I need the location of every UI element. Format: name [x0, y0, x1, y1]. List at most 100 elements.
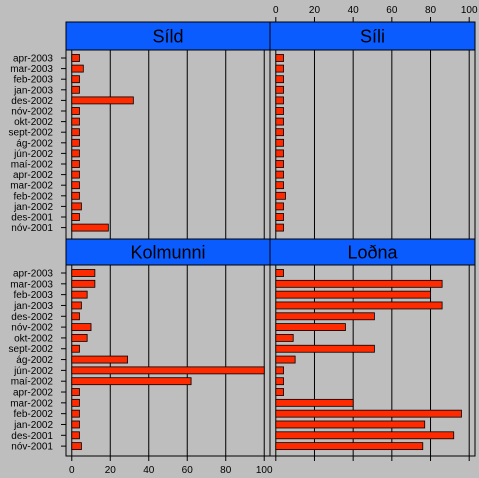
y-tick-label-mar-2003: mar-2003	[10, 64, 53, 75]
bar-s-ld-apr-2003	[71, 54, 80, 62]
bar-s-ld-des-2002	[71, 96, 134, 105]
bar-lo-na-mar-2002	[275, 398, 354, 407]
bar-kolmunni-nóv-2002	[71, 323, 92, 332]
bar-kolmunni-apr-2002	[71, 388, 80, 396]
bar-s-li-feb-2003	[275, 75, 284, 84]
bar-s-ld-jan-2003	[71, 85, 80, 94]
bar-lo-na-mar-2003	[275, 279, 443, 288]
strip-label-s-li: Síli	[360, 27, 385, 47]
bar-kolmunni-maí-2002	[71, 377, 192, 386]
bar-lo-na-nóv-2001	[275, 442, 424, 451]
panel-border-lo-na	[269, 238, 476, 457]
y-tick-label-apr-2003: apr-2003	[13, 54, 53, 65]
x-tick-label-top-0: 0	[273, 5, 279, 16]
strip-label-s-ld: Síld	[152, 27, 183, 47]
bar-s-ld-jan-2002	[71, 202, 82, 211]
y-tick-label-des-2001: des-2001	[11, 431, 53, 442]
x-tick-label-top-60: 60	[386, 5, 398, 16]
bar-s-li-apr-2002	[275, 170, 284, 179]
bar-s-ld-jún-2002	[71, 149, 80, 158]
y-tick-label-sept-2002: sept-2002	[9, 344, 54, 355]
bar-s-ld-ág-2002	[71, 138, 80, 147]
x-tick-label-bottom-100: 100	[256, 465, 273, 476]
y-tick-label-mar-2002: mar-2002	[10, 181, 53, 192]
x-tick-label-top-80: 80	[425, 5, 437, 16]
y-tick-label-mar-2002: mar-2002	[10, 398, 53, 409]
bar-kolmunni-feb-2002	[71, 409, 80, 418]
y-tick-label-des-2001: des-2001	[11, 213, 53, 224]
strip-label-kolmunni: Kolmunni	[130, 243, 205, 263]
y-tick-label-okt-2002: okt-2002	[14, 333, 53, 344]
bar-s-ld-feb-2002	[71, 191, 80, 200]
bar-kolmunni-okt-2002	[71, 334, 88, 342]
bar-s-ld-okt-2002	[71, 117, 80, 126]
y-tick-label-feb-2003: feb-2003	[14, 75, 54, 86]
panel-background-s-ld	[66, 50, 270, 239]
strip-s-ld	[65, 21, 271, 51]
bar-s-ld-maí-2002	[71, 160, 80, 168]
y-tick-label-maí-2002: maí-2002	[11, 160, 54, 171]
bar-lo-na-apr-2002	[275, 388, 284, 396]
y-tick-label-ág-2002: ág-2002	[16, 138, 53, 149]
y-tick-label-nóv-2002: nóv-2002	[11, 323, 53, 334]
bar-kolmunni-nóv-2001	[71, 442, 82, 451]
bar-kolmunni-jan-2003	[71, 301, 82, 310]
bar-s-li-ág-2002	[275, 138, 284, 147]
bar-s-li-des-2001	[275, 213, 284, 221]
y-tick-label-des-2002: des-2002	[11, 312, 53, 323]
bar-s-ld-mar-2003	[71, 64, 84, 73]
y-tick-label-jan-2003: jan-2003	[13, 85, 53, 96]
strip-label-lo-na: Loðna	[347, 243, 398, 263]
y-tick-label-apr-2003: apr-2003	[13, 269, 53, 280]
bar-lo-na-des-2002	[275, 312, 375, 321]
bar-lo-na-nóv-2002	[275, 323, 346, 332]
bar-lo-na-jan-2002	[275, 420, 426, 429]
x-tick-label-bottom-40: 40	[143, 465, 155, 476]
x-tick-label-bottom-0: 0	[69, 465, 75, 476]
y-tick-label-jan-2003: jan-2003	[13, 301, 53, 312]
bar-lo-na-jún-2002	[275, 366, 284, 375]
bar-kolmunni-sept-2002	[71, 344, 80, 353]
bar-lo-na-maí-2002	[275, 377, 284, 386]
bar-lo-na-okt-2002	[275, 334, 294, 342]
bar-s-li-jún-2002	[275, 149, 284, 158]
y-tick-label-feb-2003: feb-2003	[14, 290, 54, 301]
strip-kolmunni	[65, 238, 271, 266]
bar-lo-na-jan-2003	[275, 301, 443, 310]
y-tick-label-feb-2002: feb-2002	[14, 191, 54, 202]
bar-kolmunni-feb-2003	[71, 290, 88, 299]
bar-kolmunni-mar-2003	[71, 279, 96, 288]
bar-s-li-sept-2002	[275, 128, 284, 137]
bar-kolmunni-jan-2002	[71, 420, 80, 429]
x-tick-label-top-20: 20	[309, 5, 321, 16]
bar-s-ld-feb-2003	[71, 75, 80, 84]
bar-s-li-jan-2003	[275, 85, 284, 94]
y-tick-label-feb-2002: feb-2002	[14, 409, 54, 420]
x-tick-label-bottom-80: 80	[220, 465, 232, 476]
panel-background-s-li	[270, 50, 475, 239]
bar-s-li-maí-2002	[275, 160, 284, 168]
bar-s-li-nóv-2001	[275, 223, 284, 232]
bar-kolmunni-des-2001	[71, 431, 80, 440]
x-tick-label-top-40: 40	[348, 5, 360, 16]
y-tick-label-nóv-2001: nóv-2001	[11, 442, 53, 453]
y-tick-label-des-2002: des-2002	[11, 96, 53, 107]
bar-s-li-jan-2002	[275, 202, 284, 211]
bar-s-li-des-2002	[275, 96, 284, 105]
bar-s-li-okt-2002	[275, 117, 284, 126]
bar-kolmunni-mar-2002	[71, 398, 80, 407]
bar-kolmunni-jún-2002	[71, 366, 265, 375]
bar-lo-na-feb-2002	[275, 409, 462, 418]
y-tick-label-mar-2003: mar-2003	[10, 279, 53, 290]
bar-kolmunni-des-2002	[71, 312, 80, 321]
y-tick-label-jún-2002: jún-2002	[13, 149, 53, 160]
y-tick-label-sept-2002: sept-2002	[9, 128, 54, 139]
bar-s-li-apr-2003	[275, 54, 284, 62]
bar-s-ld-nóv-2002	[71, 107, 80, 115]
y-tick-label-nóv-2002: nóv-2002	[11, 107, 53, 118]
y-tick-label-apr-2002: apr-2002	[13, 388, 53, 399]
bar-lo-na-ág-2002	[275, 355, 296, 364]
y-tick-label-ág-2002: ág-2002	[16, 355, 53, 366]
bar-s-ld-apr-2002	[71, 170, 80, 179]
